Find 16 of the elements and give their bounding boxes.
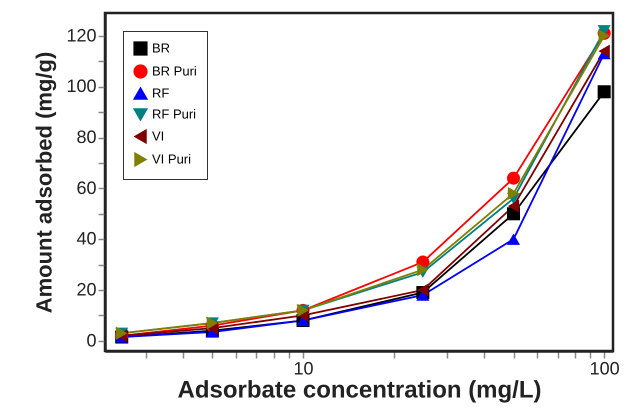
y-tick-label: 100: [66, 76, 96, 96]
legend-label: BR Puri: [152, 64, 197, 78]
legend-label: VI: [152, 128, 164, 144]
legend-label: RF Puri: [152, 106, 196, 122]
y-tick-label: 40: [76, 228, 96, 249]
y-tick-label: 0: [86, 330, 96, 350]
legend-label: VI Puri: [152, 152, 192, 166]
x-tick-label: 10: [294, 358, 314, 378]
legend-label: RF: [152, 86, 170, 100]
legend-label: BR: [152, 40, 170, 56]
y-axis-title: Amount adsorbed (mg/g): [31, 52, 56, 314]
y-tick-label: 60: [76, 178, 96, 198]
y-tick-label: 80: [76, 127, 96, 148]
y-tick-label: 20: [76, 280, 96, 300]
y-tick-label: 120: [66, 25, 96, 46]
x-axis-title: Adsorbate concentration (mg/L): [177, 376, 542, 404]
